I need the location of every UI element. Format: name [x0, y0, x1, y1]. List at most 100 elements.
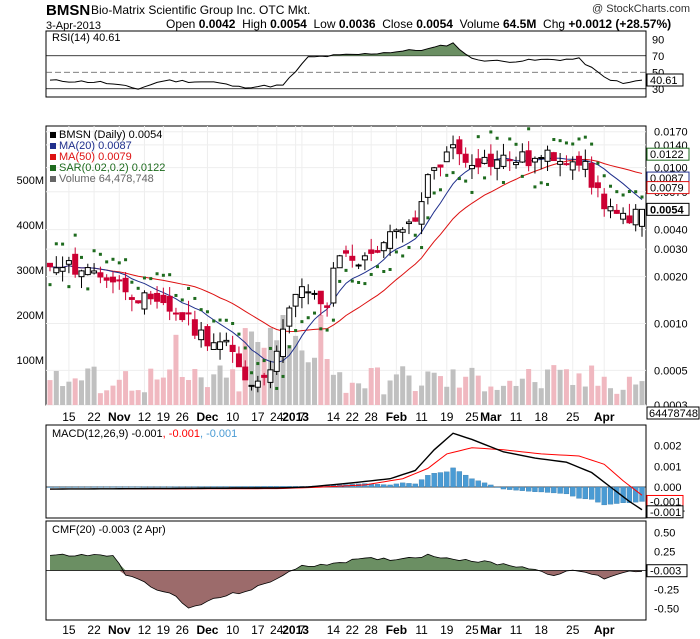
- volume-bar: [519, 378, 525, 405]
- macd-histogram-bar: [463, 474, 469, 488]
- volume-bar: [463, 376, 469, 405]
- candle-body: [135, 300, 142, 304]
- sar-dot: [187, 286, 191, 290]
- sar-dot: [445, 173, 449, 177]
- volume-bar: [412, 391, 418, 405]
- candle-body: [336, 255, 343, 269]
- volume-bar: [343, 392, 349, 405]
- macd-histogram-bar: [450, 467, 456, 488]
- sar-dot: [627, 190, 631, 194]
- sar-dot: [98, 252, 102, 256]
- candle-body: [343, 250, 349, 254]
- volume-bar: [299, 350, 305, 405]
- price-legend-entry: MA(50) 0.0079: [59, 151, 132, 163]
- sar-dot: [413, 233, 417, 237]
- macd-histogram-bar: [582, 486, 588, 500]
- ma20-line: [49, 157, 643, 364]
- macd-histogram-bar: [507, 486, 513, 490]
- volume-bar: [110, 385, 116, 405]
- sar-dot: [224, 318, 228, 322]
- price-x-tick-label: 7: [299, 410, 306, 424]
- macd-histogram-bar: [412, 483, 418, 488]
- volume-bar: [312, 357, 318, 405]
- sar-dot: [382, 270, 386, 274]
- candle-body: [109, 276, 116, 283]
- candle-body: [128, 297, 135, 300]
- cmf-x-tick-label: 18: [535, 623, 549, 637]
- sar-dot: [357, 280, 361, 284]
- macd-histogram-bar: [211, 486, 217, 488]
- sar-dot: [155, 272, 159, 276]
- macd-line: [49, 432, 643, 511]
- sar-dot: [275, 386, 279, 390]
- macd-histogram-bar: [532, 486, 538, 492]
- sar-dot: [287, 345, 291, 349]
- volume-bar: [318, 315, 324, 405]
- sar-dot: [218, 318, 222, 322]
- price-x-tick-label: 10: [226, 410, 240, 424]
- candle-body: [632, 208, 639, 226]
- cmf-negative-fill: [50, 570, 642, 609]
- macd-histogram-bar: [418, 479, 425, 488]
- price-legend-swatch: [50, 176, 56, 182]
- macd-histogram-bar: [141, 486, 148, 488]
- price-value-badge-label: 0.0122: [650, 149, 684, 161]
- volume-bar: [362, 388, 368, 405]
- volume-bar: [78, 380, 84, 405]
- macd-histogram-bar: [374, 484, 381, 488]
- sar-dot: [344, 268, 348, 272]
- cmf-x-tick-label: 7: [299, 623, 306, 637]
- change-label: Chg: [543, 17, 566, 31]
- sar-dot: [117, 261, 121, 265]
- candle-body: [557, 160, 564, 165]
- sar-dot: [149, 277, 153, 281]
- volume-bar: [141, 392, 147, 405]
- candle-body: [355, 264, 362, 267]
- sar-dot: [508, 137, 512, 141]
- quote-date: 3-Apr-2013: [46, 20, 102, 32]
- sar-dot: [205, 310, 209, 314]
- sar-dot: [432, 191, 436, 195]
- price-x-tick-label: 26: [176, 410, 190, 424]
- sar-dot: [489, 130, 493, 134]
- macd-histogram-bar: [639, 486, 645, 502]
- volume-bar: [381, 394, 387, 405]
- candle-body: [210, 342, 217, 350]
- macd-histogram-bar: [229, 486, 236, 488]
- candle-body: [550, 152, 557, 162]
- sar-dot: [243, 346, 247, 350]
- candle-body: [620, 212, 627, 220]
- macd-tick-label: 0.001: [654, 461, 682, 473]
- macd-histogram-bar: [274, 486, 280, 488]
- price-y-tick-label: 0.0170: [654, 127, 688, 139]
- volume-bar: [526, 368, 532, 405]
- macd-histogram-bar: [255, 486, 261, 488]
- macd-histogram-bar: [261, 486, 267, 488]
- cmf-line: [49, 553, 643, 609]
- macd-histogram-bar: [248, 486, 255, 488]
- candle-body: [443, 151, 450, 163]
- sar-dot: [136, 286, 140, 290]
- sar-dot: [514, 142, 518, 146]
- open-value: 0.0042: [198, 17, 236, 31]
- cmf-value-badge: [646, 564, 688, 578]
- volume-bar: [330, 374, 336, 405]
- price-x-tick-label: 2013: [282, 410, 309, 424]
- cmf-positive-fill: [50, 554, 642, 571]
- candle-body: [576, 155, 583, 166]
- sar-dot: [363, 282, 367, 286]
- macd-histogram-bar: [381, 484, 387, 488]
- candle-body: [506, 159, 513, 162]
- macd-tick-label: 0.000: [654, 482, 682, 494]
- macd-legend: MACD(12,26,9) -0.001, -0.001, -0.001: [52, 428, 237, 440]
- volume-bar: [286, 345, 292, 405]
- cmf-x-tick-label: 14: [327, 623, 341, 637]
- candle-body: [538, 157, 545, 160]
- price-legend-entry: SAR(0.02,0.2) 0.0122: [59, 162, 165, 174]
- high-label: High: [242, 17, 267, 31]
- volume-bar: [60, 386, 66, 405]
- copyright-notice[interactable]: @ StockCharts.com: [592, 3, 690, 15]
- macd-histogram-bar: [607, 486, 614, 505]
- price-y-tick-label: 0.0040: [654, 225, 688, 237]
- sar-dot: [426, 216, 430, 220]
